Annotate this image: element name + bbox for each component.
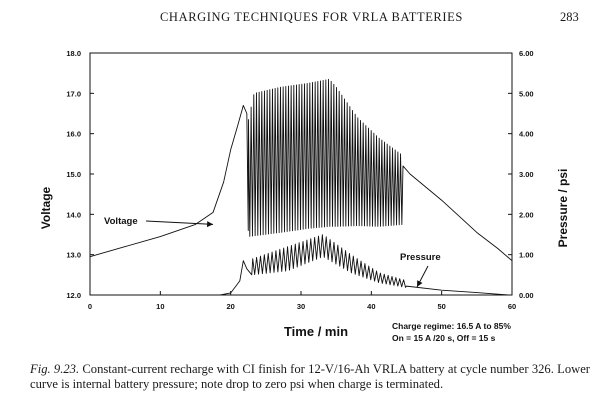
- pressure-annotation: Pressure: [400, 252, 441, 263]
- y-right-axis-title: Pressure / psi: [556, 169, 570, 248]
- y-left-axis-title: Voltage: [39, 186, 53, 229]
- y-left-tick-label: 16.0: [66, 130, 81, 139]
- caption-text: Constant-current recharge with CI finish…: [30, 362, 590, 391]
- x-tick-label: 10: [156, 302, 164, 311]
- y-left-tick-label: 18.0: [66, 49, 81, 58]
- charge-regime-line-2: On = 15 A /20 s, Off = 15 s: [392, 333, 496, 343]
- voltage-annotation-arrowhead: [206, 221, 214, 228]
- running-title: CHARGING TECHNIQUES FOR VRLA BATTERIES: [160, 10, 463, 24]
- chart-axes: [89, 52, 513, 296]
- figure-label: Fig. 9.23.: [30, 362, 80, 376]
- figure-caption: Fig. 9.23. Constant-current recharge wit…: [30, 362, 590, 392]
- y-left-tick-label: 15.0: [66, 170, 81, 179]
- y-right-tick-label: 4.00: [519, 130, 534, 139]
- y-right-tick-label: 5.00: [519, 89, 534, 98]
- series-layer: [89, 78, 513, 296]
- y-left-tick-label: 13.0: [66, 251, 81, 260]
- y-right-tick-label: 1.00: [519, 251, 534, 260]
- y-left-tick-label: 17.0: [66, 89, 81, 98]
- y-right-tick-label: 2.00: [519, 210, 534, 219]
- x-tick-label: 20: [226, 302, 234, 311]
- x-tick-label: 50: [437, 302, 445, 311]
- voltage-annotation-leader: [145, 220, 214, 225]
- page-number: 283: [560, 10, 579, 24]
- x-tick-label: 60: [508, 302, 516, 311]
- y-right-tick-label: 3.00: [519, 170, 534, 179]
- charge-regime-line-1: Charge regime: 16.5 A to 85%: [392, 321, 511, 331]
- pressure-annotation-arrowhead: [417, 280, 423, 287]
- voltage-annotation: Voltage: [104, 216, 138, 227]
- x-tick-label: 40: [367, 302, 375, 311]
- y-left-tick-label: 12.0: [66, 291, 81, 300]
- y-left-tick-label: 14.0: [66, 210, 81, 219]
- pressure-line: [90, 234, 512, 296]
- voltage-line: [89, 78, 513, 262]
- x-tick-label: 30: [297, 302, 305, 311]
- x-tick-label: 0: [88, 302, 92, 311]
- chart: Voltage Pressure / psi Time / min Voltag…: [39, 49, 570, 343]
- chart-text-layer: Voltage Pressure / psi Time / min Voltag…: [39, 49, 570, 343]
- y-right-tick-label: 0.00: [519, 291, 534, 300]
- y-right-tick-label: 6.00: [519, 49, 534, 58]
- x-axis-title: Time / min: [284, 324, 348, 339]
- page-header: CHARGING TECHNIQUES FOR VRLA BATTERIES 2…: [0, 6, 616, 26]
